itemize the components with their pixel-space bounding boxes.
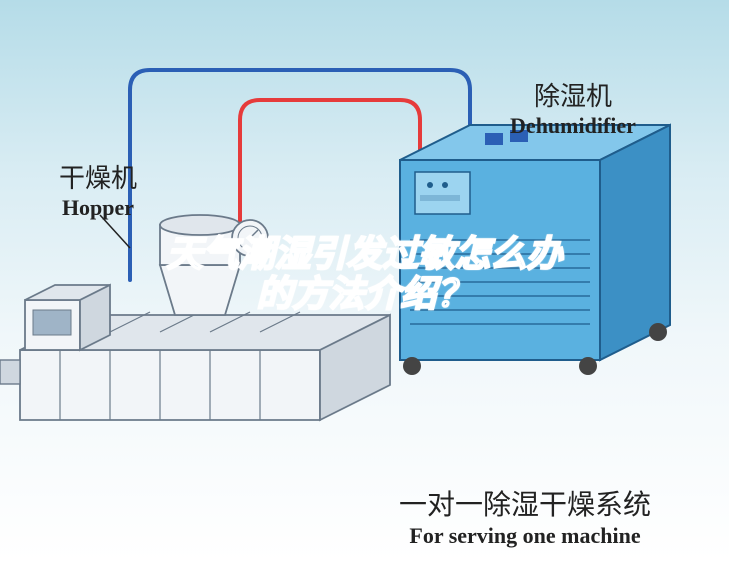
dehumidifier-label: 除湿机 Dehumidifier — [498, 76, 648, 139]
overlay-line2: 的方法介绍？ — [256, 265, 472, 317]
hopper-label: 干燥机 Hopper — [38, 158, 158, 221]
hopper-label-en: Hopper — [38, 195, 158, 221]
system-label: 一对一除湿干燥系统 For serving one machine — [345, 483, 705, 549]
dehumidifier-label-cn: 除湿机 — [498, 76, 648, 113]
dehumidifier-label-en: Dehumidifier — [498, 113, 648, 139]
system-label-en: For serving one machine — [345, 523, 705, 549]
hopper-label-cn: 干燥机 — [38, 158, 158, 195]
pipe-red — [240, 100, 420, 240]
system-label-cn: 一对一除湿干燥系统 — [345, 483, 705, 523]
